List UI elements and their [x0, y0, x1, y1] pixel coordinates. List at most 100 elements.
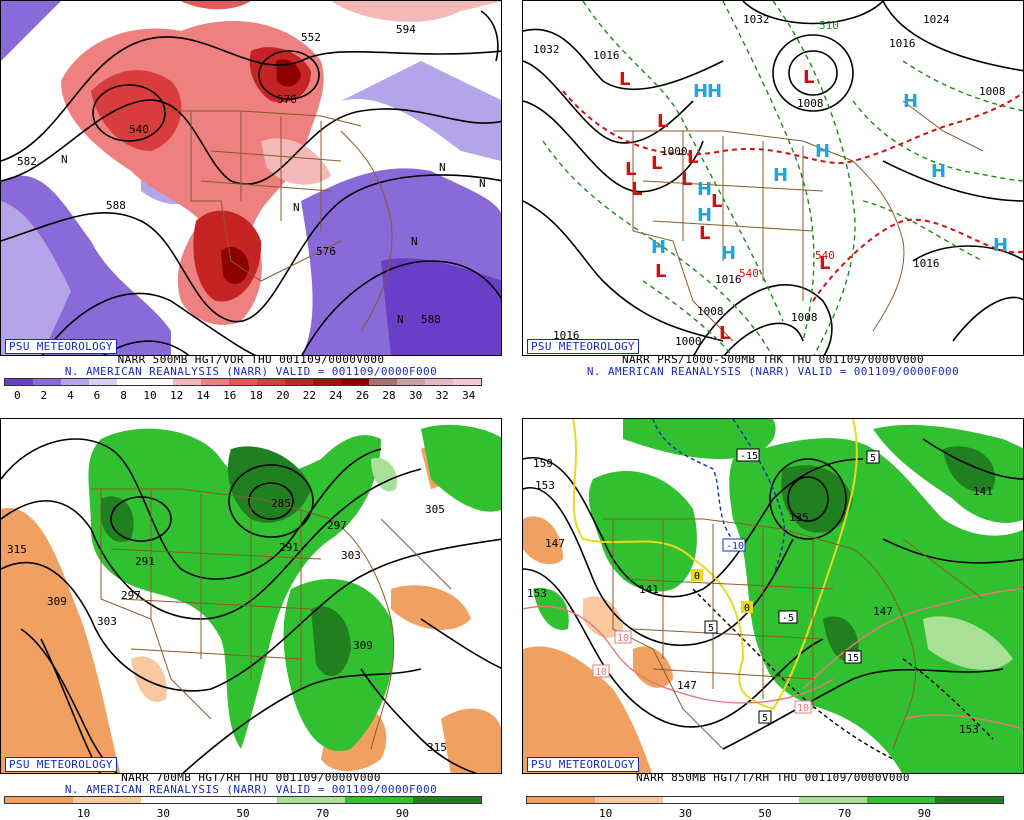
- height-label: 153: [959, 723, 979, 736]
- colorbar-swatch: [345, 797, 413, 803]
- map-title: NARR 500MB HGT/VOR THU 001109/0000V000: [117, 353, 385, 366]
- temperature-label: 0: [694, 571, 700, 582]
- colorbar-swatch: [527, 797, 595, 803]
- isobar-label: 1000: [675, 335, 702, 348]
- vorticity-min-marker: N: [293, 201, 300, 214]
- low-pressure-marker: L: [657, 111, 668, 132]
- credit-badge: PSU METEOROLOGY: [527, 757, 639, 772]
- contour-label: 576: [277, 93, 297, 106]
- height-label: 297: [121, 589, 141, 602]
- high-pressure-marker: H: [721, 243, 736, 264]
- contour-label: 576: [316, 245, 336, 258]
- map-title: NARR PRS/1000-500MB THK THU 001109/0000V…: [622, 353, 924, 366]
- isobar-label: 1008: [797, 97, 824, 110]
- colorbar-swatch: [413, 797, 481, 803]
- colorbar-swatch: [33, 379, 61, 385]
- isobar-label: 1032: [743, 13, 770, 26]
- panel-pressure-thickness: H H H H H H H H H H H L L L L L L L L: [522, 0, 1024, 400]
- isobar-label: 1008: [791, 311, 818, 324]
- colorbar-tick-label: 10: [143, 389, 157, 402]
- colorbar-tick-label: 70: [838, 807, 852, 820]
- map-pressure-thickness: H H H H H H H H H H H L L L L L L L L: [522, 0, 1024, 356]
- low-pressure-marker: L: [619, 69, 630, 90]
- low-pressure-marker: L: [719, 323, 730, 344]
- high-pressure-marker: H: [651, 237, 666, 258]
- low-pressure-marker: L: [631, 179, 642, 200]
- high-pressure-marker: H: [993, 235, 1008, 256]
- contour-label: 540: [129, 123, 149, 136]
- contour-label: 588: [421, 313, 441, 326]
- colorbar-tick-label: 10: [77, 807, 91, 820]
- vorticity-min-marker: N: [479, 177, 486, 190]
- temperature-label: 0: [744, 603, 750, 614]
- colorbar-swatch: [731, 797, 799, 803]
- height-label: 153: [535, 479, 555, 492]
- colorbar-swatch: [595, 797, 663, 803]
- colorbar-rh: [4, 796, 482, 804]
- colorbar-tick-label: 16: [223, 389, 237, 402]
- colorbar-rh: [526, 796, 1004, 804]
- rh-field: 285 297 305 315 291 297 291 303 309 303 …: [1, 419, 501, 773]
- credit-badge: PSU METEOROLOGY: [5, 339, 117, 354]
- vorticity-min-marker: N: [411, 235, 418, 248]
- colorbar-swatch: [341, 379, 369, 385]
- map-500mb-vorticity: 552 594 540 582 576 588 576 588 N N N N …: [0, 0, 502, 356]
- height-label: 291: [135, 555, 155, 568]
- colorbar-swatch: [5, 797, 73, 803]
- high-pressure-marker: H: [707, 81, 722, 102]
- colorbar-tick-label: 50: [236, 807, 250, 820]
- colorbar-tick-label: 32: [435, 389, 449, 402]
- colorbar-ticks: 0 2 4 6 8 10 12 14 16 18 20 22 24 26 28 30 32 34: [4, 389, 482, 402]
- high-pressure-marker: H: [903, 91, 918, 112]
- height-label: 147: [873, 605, 893, 618]
- isobar-label: 1008: [697, 305, 724, 318]
- colorbar-tick-label: 50: [758, 807, 772, 820]
- vorticity-min-marker: N: [397, 313, 404, 326]
- colorbar-tick-label: 12: [169, 389, 184, 402]
- colorbar-tick-label: 8: [120, 389, 127, 402]
- colorbar-swatch: [141, 797, 209, 803]
- pressure-field: H H H H H H H H H H H L L L L L L L L: [523, 1, 1023, 355]
- low-pressure-marker: L: [711, 191, 722, 212]
- temperature-label: -10: [726, 541, 744, 552]
- temperature-label: 5: [870, 453, 876, 464]
- colorbar-swatch: [61, 379, 89, 385]
- high-pressure-marker: H: [697, 205, 712, 226]
- high-pressure-marker: H: [697, 179, 712, 200]
- vorticity-field: 552 594 540 582 576 588 576 588 N N N N …: [1, 1, 501, 355]
- temperature-label: 15: [847, 653, 859, 664]
- colorbar-swatch: [663, 797, 731, 803]
- high-pressure-marker: H: [773, 165, 788, 186]
- colorbar-tick-label: 14: [196, 389, 210, 402]
- isobar-label: 1024: [923, 13, 950, 26]
- map-700mb-rh: 285 297 305 315 291 297 291 303 309 303 …: [0, 418, 502, 774]
- colorbar-swatch: [453, 379, 481, 385]
- colorbar-swatch: [73, 797, 141, 803]
- colorbar-swatch: [145, 379, 173, 385]
- colorbar-swatch: [5, 379, 33, 385]
- temperature-label: 10: [797, 703, 809, 714]
- temperature-label: 10: [595, 667, 607, 678]
- height-label: 141: [973, 485, 993, 498]
- colorbar-ticks: 10 30 50 70 90: [526, 807, 1004, 820]
- colorbar-swatch: [313, 379, 341, 385]
- vorticity-min-marker: N: [439, 161, 446, 174]
- temperature-label: 5: [708, 623, 714, 634]
- colorbar-tick-label: 10: [599, 807, 613, 820]
- height-label: 309: [353, 639, 373, 652]
- height-label: 303: [341, 549, 361, 562]
- thickness-label: 540: [815, 249, 835, 262]
- contour-label: 582: [17, 155, 37, 168]
- isobar-label: 1016: [913, 257, 940, 270]
- colorbar-tick-label: 26: [355, 389, 370, 402]
- height-label: 135: [789, 511, 809, 524]
- panel-700mb: 285 297 305 315 291 297 291 303 309 303 …: [0, 418, 502, 820]
- map-title: NARR 850MB HGT/T/RH THU 001109/0000V000: [636, 771, 910, 784]
- height-label: 297: [327, 519, 347, 532]
- contour-label: 552: [301, 31, 321, 44]
- temp-rh-field: -15 -10 -5 0 0 5 5 10 10 10 15: [523, 419, 1023, 773]
- colorbar-swatch: [229, 379, 257, 385]
- high-pressure-centers: H H H H H H H H H H H: [651, 81, 1008, 264]
- height-label: 285: [271, 497, 291, 510]
- colorbar-tick-label: 30: [408, 389, 423, 402]
